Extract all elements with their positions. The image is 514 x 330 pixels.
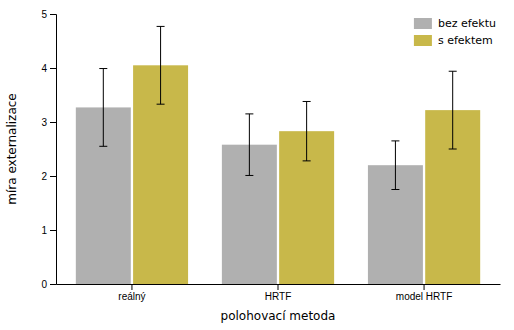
error-bar-cap-low xyxy=(245,175,253,176)
series xyxy=(133,26,480,284)
plot-area: 0 1 2 3 4 5 reálný HRTF model HRTF bez efektu s ef… xyxy=(41,9,500,302)
series xyxy=(76,69,423,284)
error-bar-cap-high xyxy=(157,26,165,27)
error-bar-line xyxy=(452,71,453,149)
error-bar-cap-high xyxy=(449,71,457,72)
legend: bez efektu s efektem xyxy=(414,17,496,47)
error-bar-cap-high xyxy=(391,140,399,141)
y-tick: 1 xyxy=(41,225,56,236)
x-tick-label: HRTF xyxy=(265,291,291,302)
error-bar-cap-high xyxy=(303,101,311,102)
error-bar xyxy=(99,69,107,147)
error-bar-cap-low xyxy=(157,104,165,105)
marks xyxy=(76,26,480,284)
y-tick-label: 0 xyxy=(41,279,47,290)
x-tick-mark xyxy=(278,284,279,290)
y-axis-title: míra externalizace xyxy=(5,93,19,204)
error-bar-cap-high xyxy=(245,113,253,114)
y-axis: 0 1 2 3 4 5 xyxy=(41,9,56,290)
x-tick: HRTF xyxy=(265,284,291,302)
x-tick-label: model HRTF xyxy=(396,291,453,302)
y-tick: 2 xyxy=(41,171,56,182)
x-tick: reálný xyxy=(118,284,145,302)
y-tick-mark xyxy=(50,230,56,231)
y-tick-mark xyxy=(50,176,56,177)
x-tick-mark xyxy=(131,284,132,290)
legend-swatch xyxy=(414,35,432,46)
error-bar-line xyxy=(103,69,104,147)
y-tick-label: 3 xyxy=(41,117,47,128)
y-tick-mark xyxy=(50,68,56,69)
legend-swatch xyxy=(414,18,432,29)
y-tick: 0 xyxy=(41,279,56,290)
error-bar xyxy=(157,26,165,104)
legend-label: bez efektu xyxy=(438,17,496,30)
error-bar-line xyxy=(160,26,161,104)
axis-line xyxy=(50,15,57,285)
error-bar xyxy=(245,114,253,176)
error-bar-line xyxy=(249,114,250,176)
legend-item: bez efektu xyxy=(414,17,496,30)
y-tick-label: 5 xyxy=(41,9,47,20)
x-tick-mark xyxy=(424,284,425,290)
chart: 0 1 2 3 4 5 reálný HRTF model HRTF bez efektu s ef… xyxy=(0,0,514,330)
error-bar-cap-high xyxy=(99,68,107,69)
y-tick-label: 4 xyxy=(41,63,47,74)
error-bar-line xyxy=(306,101,307,160)
y-tick-mark xyxy=(50,284,56,285)
x-tick: model HRTF xyxy=(396,284,453,302)
error-bar-cap-low xyxy=(303,160,311,161)
error-bar-cap-low xyxy=(391,189,399,190)
y-tick-mark xyxy=(50,14,56,15)
y-tick: 4 xyxy=(41,63,56,74)
error-bar-cap-low xyxy=(99,146,107,147)
x-tick-label: reálný xyxy=(118,291,145,302)
y-tick: 5 xyxy=(41,9,56,20)
error-bar xyxy=(391,141,399,190)
error-bar xyxy=(449,71,457,149)
y-tick-mark xyxy=(50,122,56,123)
x-axis: reálný HRTF model HRTF xyxy=(57,284,501,302)
error-bar-line xyxy=(395,141,396,190)
y-tick-label: 1 xyxy=(41,225,47,236)
x-axis-title: polohovací metoda xyxy=(221,309,336,323)
error-bar xyxy=(303,101,311,160)
y-tick: 3 xyxy=(41,117,56,128)
legend-label: s efektem xyxy=(438,34,493,47)
y-tick-label: 2 xyxy=(41,171,47,182)
error-bar-cap-low xyxy=(449,149,457,150)
legend-item: s efektem xyxy=(414,34,493,47)
